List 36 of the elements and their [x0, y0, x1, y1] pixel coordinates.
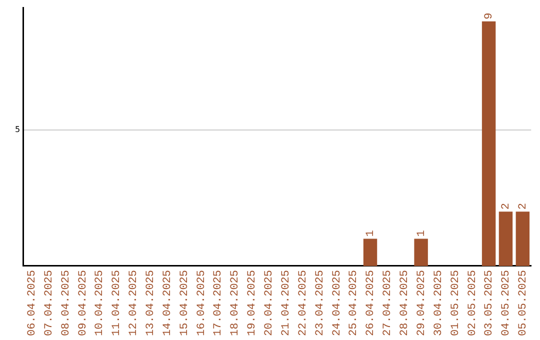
data-label: 1: [416, 230, 428, 237]
x-tick-label: 03.05.2025: [484, 270, 496, 336]
x-tick-label: 17.04.2025: [212, 270, 225, 336]
x-tick-label: 21.04.2025: [280, 270, 292, 336]
x-tick-label: 09.04.2025: [77, 270, 90, 336]
x-tick-label: 26.04.2025: [365, 270, 378, 336]
x-tick-label: 05.05.2025: [518, 270, 530, 336]
x-tick-label: 23.04.2025: [314, 270, 326, 336]
x-tick-label: 20.04.2025: [264, 270, 276, 336]
x-tick-label: 27.04.2025: [382, 270, 394, 336]
x-tick-label: 11.04.2025: [111, 270, 124, 336]
x-tick-label: 30.04.2025: [432, 270, 445, 336]
x-tick-label: 02.05.2025: [466, 270, 479, 336]
x-tick-label: 01.05.2025: [450, 270, 462, 336]
x-tick-label: 14.04.2025: [162, 270, 174, 336]
x-tick-label: 13.04.2025: [145, 270, 158, 336]
x-tick-label: 25.04.2025: [348, 270, 360, 336]
x-tick-label: 19.04.2025: [246, 270, 259, 336]
x-tick-label: 22.04.2025: [297, 270, 310, 336]
x-tick-label: 18.04.2025: [230, 270, 242, 336]
x-tick-label: 15.04.2025: [178, 270, 191, 336]
x-tick-label: 06.04.2025: [26, 270, 38, 336]
x-tick-label: 24.04.2025: [331, 270, 344, 336]
x-tick-label: 07.04.2025: [43, 270, 56, 336]
y-tick-label: 5: [14, 125, 20, 134]
x-tick-label: 10.04.2025: [94, 270, 106, 336]
x-tick-label: 12.04.2025: [128, 270, 140, 336]
x-tick-label: 16.04.2025: [196, 270, 208, 336]
x-tick-label: 04.05.2025: [500, 270, 513, 336]
x-tick-label: 08.04.2025: [60, 270, 72, 336]
data-label: 1: [365, 230, 378, 237]
data-label: 2: [500, 203, 513, 210]
x-tick-label: 29.04.2025: [416, 270, 428, 336]
data-label: 9: [484, 12, 496, 20]
data-label: 2: [518, 203, 530, 210]
x-tick-label: 28.04.2025: [399, 270, 412, 336]
